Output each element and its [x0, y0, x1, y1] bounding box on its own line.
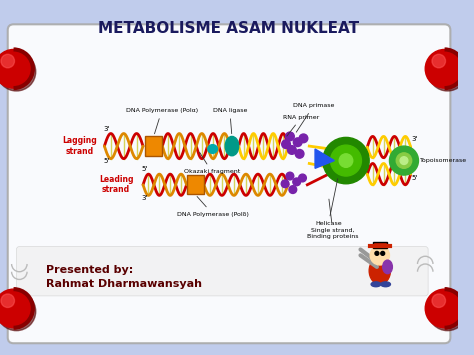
- Circle shape: [428, 292, 467, 331]
- Circle shape: [432, 294, 446, 307]
- Circle shape: [293, 178, 301, 186]
- Circle shape: [299, 134, 308, 143]
- Circle shape: [286, 172, 294, 180]
- Circle shape: [428, 52, 467, 91]
- Ellipse shape: [381, 282, 391, 287]
- Text: Topoisomerase: Topoisomerase: [420, 158, 467, 163]
- Text: 5': 5': [103, 158, 109, 164]
- Circle shape: [0, 289, 33, 328]
- Circle shape: [293, 138, 302, 147]
- Circle shape: [0, 52, 36, 91]
- Text: Rahmat Dharmawansyah: Rahmat Dharmawansyah: [46, 279, 202, 289]
- Text: 3': 3': [412, 136, 418, 142]
- Ellipse shape: [208, 144, 218, 153]
- Text: DNA ligase: DNA ligase: [213, 108, 247, 134]
- Circle shape: [1, 54, 15, 68]
- Text: 5': 5': [412, 175, 418, 181]
- Text: Okazaki fragment: Okazaki fragment: [183, 152, 240, 174]
- Text: 5': 5': [142, 166, 148, 172]
- Circle shape: [282, 140, 291, 148]
- Ellipse shape: [371, 282, 381, 287]
- Text: Single strand,
Binding proteins: Single strand, Binding proteins: [307, 199, 359, 239]
- Circle shape: [390, 146, 419, 175]
- FancyBboxPatch shape: [145, 136, 163, 156]
- Circle shape: [0, 49, 33, 88]
- Circle shape: [425, 49, 464, 88]
- Text: Helicase: Helicase: [315, 179, 342, 226]
- FancyBboxPatch shape: [373, 242, 387, 247]
- FancyBboxPatch shape: [187, 175, 204, 195]
- Circle shape: [375, 251, 379, 255]
- Circle shape: [289, 186, 297, 193]
- Circle shape: [370, 246, 390, 265]
- Polygon shape: [315, 149, 334, 168]
- Circle shape: [339, 154, 353, 167]
- FancyBboxPatch shape: [17, 247, 428, 296]
- Text: DNA Polymerase (Polδ): DNA Polymerase (Polδ): [177, 196, 249, 217]
- Circle shape: [432, 54, 446, 68]
- Circle shape: [425, 289, 464, 328]
- Circle shape: [400, 157, 408, 164]
- Circle shape: [0, 292, 36, 331]
- Text: Leading
strand: Leading strand: [99, 175, 133, 195]
- Circle shape: [299, 174, 306, 182]
- Circle shape: [381, 251, 384, 255]
- Circle shape: [330, 145, 362, 176]
- Text: 3': 3': [103, 126, 109, 132]
- Text: DNA Polymerase (Polα): DNA Polymerase (Polα): [126, 108, 198, 134]
- Circle shape: [288, 146, 296, 154]
- Text: METABOLISME ASAM NUKLEAT: METABOLISME ASAM NUKLEAT: [99, 21, 360, 36]
- FancyBboxPatch shape: [8, 24, 450, 343]
- Circle shape: [1, 294, 15, 307]
- Text: 3': 3': [142, 195, 148, 201]
- Text: Lagging
strand: Lagging strand: [62, 136, 97, 156]
- Circle shape: [323, 137, 369, 184]
- Circle shape: [295, 149, 304, 158]
- Circle shape: [285, 132, 294, 141]
- Ellipse shape: [383, 260, 392, 274]
- Circle shape: [396, 153, 412, 168]
- Text: RNA primer: RNA primer: [283, 115, 319, 136]
- Ellipse shape: [369, 257, 391, 284]
- Circle shape: [281, 180, 289, 188]
- Text: DNA primase: DNA primase: [293, 103, 334, 132]
- Text: Presented by:: Presented by:: [46, 265, 134, 275]
- Ellipse shape: [225, 136, 239, 156]
